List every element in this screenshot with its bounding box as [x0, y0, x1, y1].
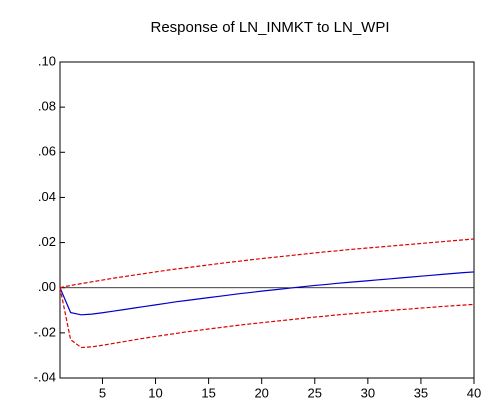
y-tick-label: -.02 [34, 324, 56, 339]
y-tick-label: .06 [38, 144, 56, 159]
y-tick-label: .02 [38, 234, 56, 249]
x-tick-label: 15 [201, 385, 215, 400]
x-tick-label: 5 [99, 385, 106, 400]
y-tick-label: .10 [38, 53, 56, 68]
series-line [59, 238, 475, 289]
y-tick-label: .04 [38, 189, 56, 204]
x-tick-label: 30 [361, 385, 375, 400]
y-tick-label: .00 [38, 279, 56, 294]
x-tick-label: 10 [148, 385, 162, 400]
x-tick-label: 40 [467, 385, 481, 400]
x-tick-label: 35 [414, 385, 428, 400]
x-tick-label: 25 [308, 385, 322, 400]
series-line [59, 271, 475, 316]
series-line [59, 287, 475, 349]
y-tick-label: .08 [38, 99, 56, 114]
x-tick-label: 20 [254, 385, 268, 400]
y-tick-label: -.04 [34, 369, 56, 384]
plot-frame [59, 61, 475, 379]
chart-title: Response of LN_INMKT to LN_WPI [151, 19, 390, 36]
